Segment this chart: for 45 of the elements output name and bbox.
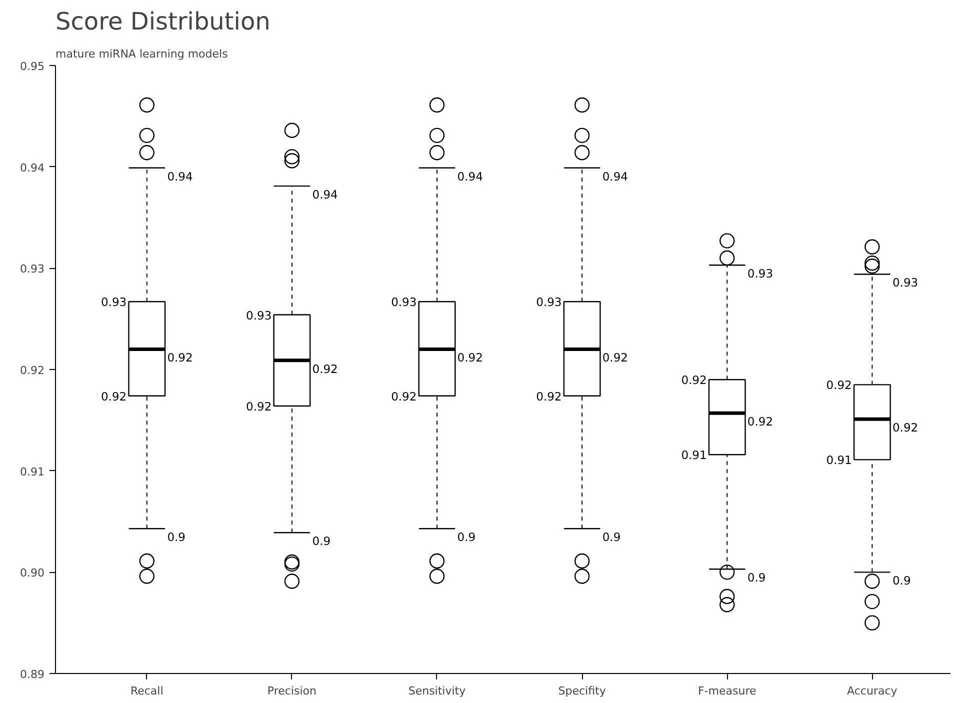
annotation: 0.92 <box>246 399 272 414</box>
annotation: 0.92 <box>100 389 127 404</box>
y-tick-label: 0.95 <box>20 60 45 73</box>
annotation: 0.93 <box>391 295 417 310</box>
annotation: 0.9 <box>312 534 331 548</box>
annotation: 0.92 <box>681 373 707 388</box>
annotation: 0.9 <box>602 530 621 544</box>
annotation: 0.91 <box>826 453 852 468</box>
annotation: 0.92 <box>457 350 483 365</box>
annotation: 0.94 <box>602 169 628 184</box>
y-tick-label: 0.94 <box>20 161 45 174</box>
annotation: 0.92 <box>536 389 562 404</box>
x-tick-label: F-measure <box>698 684 756 698</box>
annotation: 0.94 <box>312 188 338 202</box>
annotation: 0.9 <box>167 530 186 544</box>
annotation: 0.92 <box>312 362 338 376</box>
x-tick-label: Specifity <box>558 684 606 698</box>
annotation: 0.9 <box>747 570 766 585</box>
annotation: 0.9 <box>892 574 911 588</box>
x-tick-label: Accuracy <box>847 684 898 698</box>
annotation: 0.92 <box>892 420 918 435</box>
annotation: 0.92 <box>747 414 774 429</box>
x-tick-label: Precision <box>267 684 317 698</box>
y-tick-label: 0.93 <box>20 262 45 276</box>
annotation: 0.9 <box>457 530 476 544</box>
chart-subtitle: mature miRNA learning models <box>56 48 228 60</box>
annotation: 0.92 <box>826 378 852 392</box>
annotation: 0.93 <box>536 295 562 310</box>
x-tick-label: Sensitivity <box>408 684 466 698</box>
annotation: 0.94 <box>167 169 193 184</box>
annotation: 0.92 <box>167 350 193 365</box>
annotation: 0.92 <box>391 389 417 404</box>
x-tick-label: Recall <box>130 684 164 698</box>
annotation: 0.91 <box>681 448 707 462</box>
annotation: 0.94 <box>457 169 483 184</box>
annotation: 0.93 <box>892 276 918 290</box>
annotation: 0.93 <box>246 308 272 322</box>
annotation: 0.93 <box>100 295 127 310</box>
y-tick-label: 0.90 <box>20 566 45 580</box>
y-tick-label: 0.92 <box>20 364 45 377</box>
annotation: 0.92 <box>602 350 628 365</box>
y-tick-label: 0.91 <box>20 465 45 478</box>
chart-title: Score Distribution <box>56 8 270 36</box>
y-tick-label: 0.89 <box>20 668 45 681</box>
annotation: 0.93 <box>747 266 774 281</box>
